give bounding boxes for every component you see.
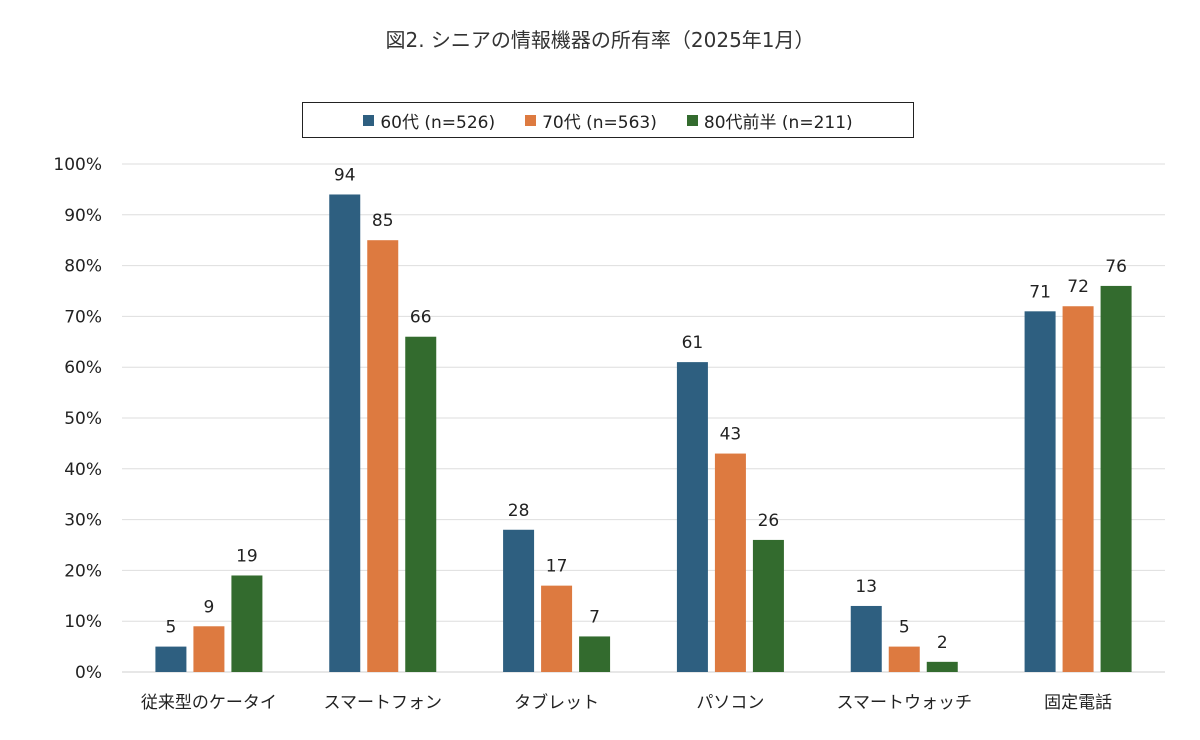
chart-title: 図2. シニアの情報機器の所有率（2025年1月） — [385, 28, 815, 52]
data-label: 7 — [589, 607, 600, 627]
legend-label-60s: 60代 (n=526) — [380, 112, 496, 133]
bar — [367, 240, 399, 672]
y-tick-label: 0% — [75, 663, 102, 683]
data-label: 5 — [899, 618, 910, 638]
y-tick-label: 40% — [64, 460, 102, 480]
bar — [888, 646, 920, 672]
data-label: 17 — [546, 557, 568, 577]
legend-swatch-80s — [686, 114, 698, 126]
bar — [329, 194, 361, 673]
y-tick-label: 80% — [64, 257, 102, 277]
y-tick-label: 90% — [64, 206, 102, 226]
bar — [231, 575, 263, 672]
data-label: 13 — [855, 577, 877, 597]
bar — [1024, 311, 1056, 672]
legend-label-80s: 80代前半 (n=211) — [703, 112, 853, 133]
legend-item-70s: 70代 (n=563) — [525, 108, 657, 133]
category-label: タブレット — [514, 692, 599, 713]
bar — [193, 626, 225, 672]
data-label: 43 — [720, 425, 742, 445]
data-label: 66 — [410, 308, 432, 328]
y-tick-label: 20% — [64, 561, 102, 581]
bar — [714, 453, 746, 672]
data-label: 85 — [372, 211, 394, 231]
data-label: 28 — [508, 501, 530, 521]
data-label: 9 — [204, 597, 215, 617]
data-label: 72 — [1067, 277, 1089, 297]
category-label: 固定電話 — [1044, 693, 1112, 713]
y-tick-label: 50% — [64, 409, 102, 429]
bar — [1100, 285, 1132, 672]
bar — [579, 636, 611, 672]
legend: 60代 (n=526) 70代 (n=563) 80代前半 (n=211) — [302, 102, 914, 138]
legend-swatch-70s — [525, 114, 537, 126]
data-label: 26 — [758, 511, 780, 531]
bars — [155, 194, 1132, 673]
category-label: スマートフォン — [324, 693, 443, 713]
data-label: 76 — [1105, 257, 1127, 277]
y-tick-label: 60% — [64, 358, 102, 378]
category-label: 従来型のケータイ — [141, 693, 277, 713]
data-labels: 5 9 19 94 85 66 28 17 7 61 43 26 13 5 2 71 72 76 — [166, 165, 1127, 652]
bar — [1062, 306, 1094, 672]
data-label: 2 — [937, 633, 948, 653]
bar — [752, 539, 784, 672]
y-tick-label: 70% — [64, 307, 102, 327]
legend-swatch-60s — [363, 114, 375, 126]
x-axis-categories: 従来型のケータイ スマートフォン タブレット パソコン スマートウォッチ 固定電話 — [141, 692, 1112, 713]
legend-item-60s: 60代 (n=526) — [363, 108, 495, 133]
legend-label-70s: 70代 (n=563) — [542, 112, 657, 133]
bar — [405, 336, 437, 672]
bar — [926, 661, 958, 672]
y-tick-label: 10% — [64, 612, 102, 632]
bar — [541, 585, 573, 672]
data-label: 19 — [236, 546, 258, 566]
legend-item-80s: 80代前半 (n=211) — [686, 108, 853, 133]
y-tick-label: 30% — [64, 511, 102, 531]
bar — [503, 529, 535, 672]
category-label: スマートウォッチ — [837, 693, 973, 713]
bar — [676, 362, 708, 672]
bar — [155, 646, 187, 672]
y-tick-label: 100% — [53, 155, 102, 175]
bar — [850, 605, 882, 672]
data-label: 71 — [1029, 282, 1051, 302]
category-label: パソコン — [696, 693, 764, 713]
gridlines — [122, 163, 1165, 673]
data-label: 61 — [682, 333, 704, 353]
data-label: 5 — [166, 618, 177, 638]
data-label: 94 — [334, 165, 356, 185]
y-axis-ticks: 0% 10% 20% 30% 40% 50% 60% 70% 80% 90% 100% — [53, 155, 102, 683]
